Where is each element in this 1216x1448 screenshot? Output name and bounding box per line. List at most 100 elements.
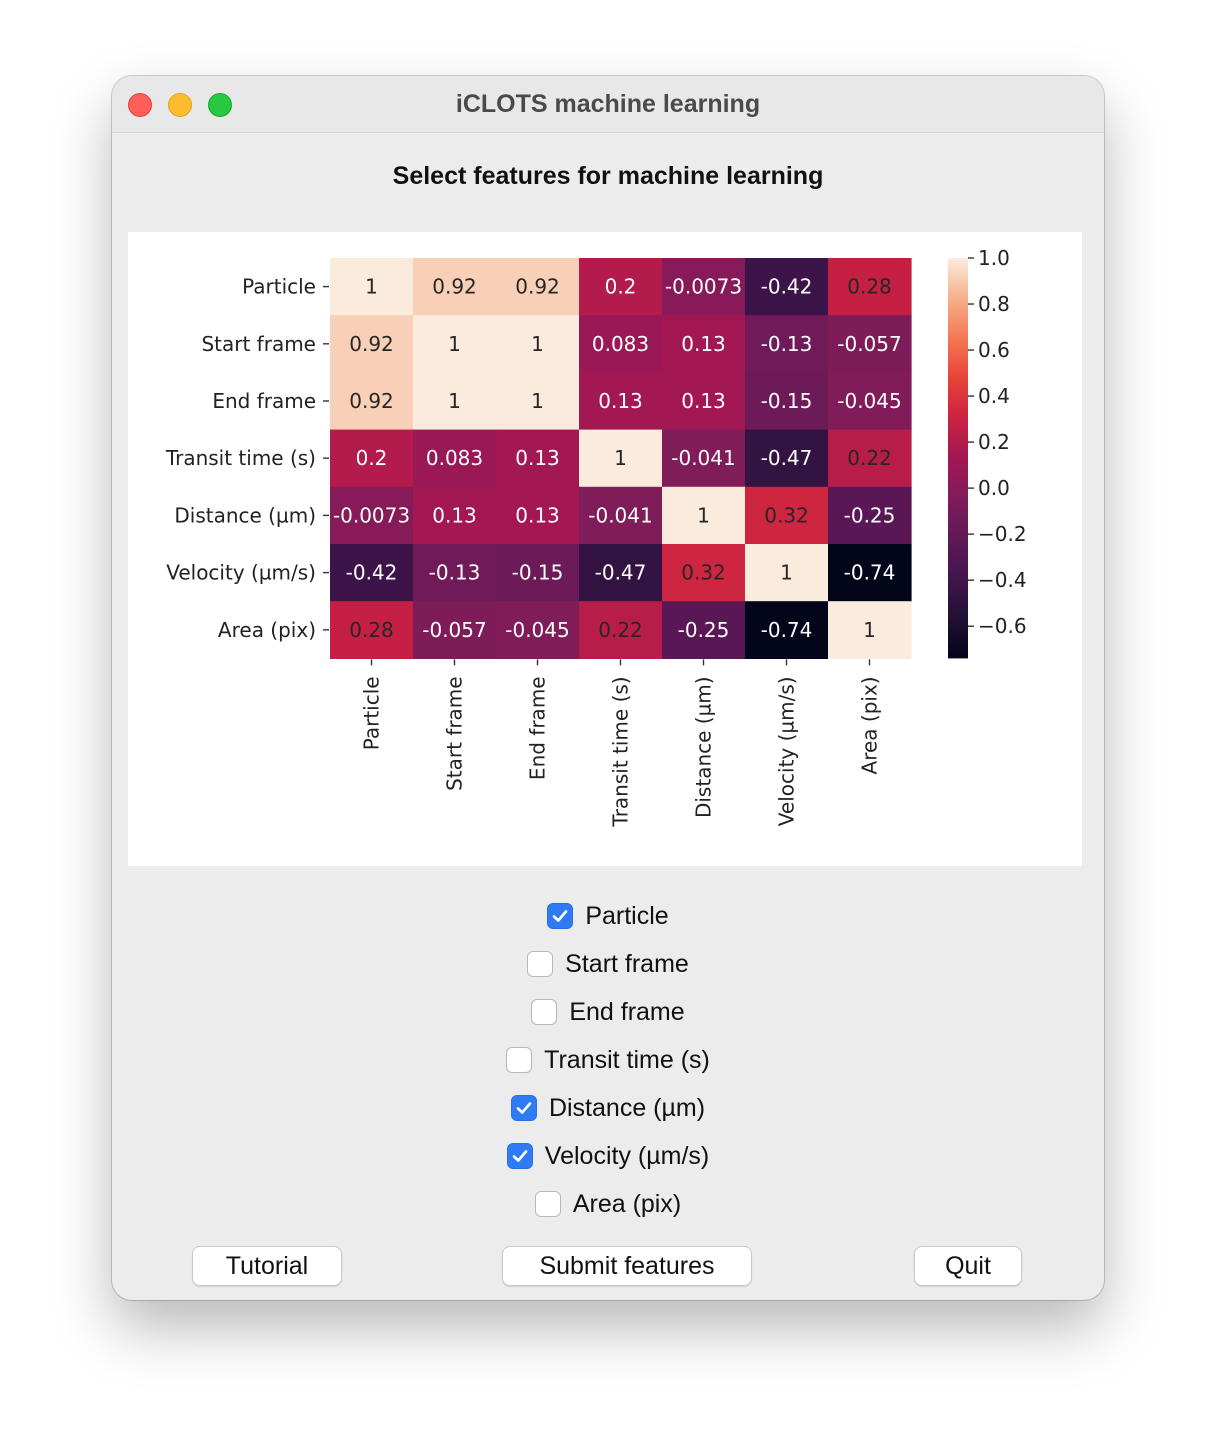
heatmap-cell [662, 544, 746, 602]
heatmap-cell-label: 0.083 [426, 446, 483, 470]
heatmap-cell-label: 0.2 [605, 275, 637, 299]
heatmap-cell-label: -0.74 [761, 618, 813, 642]
checkbox-particle[interactable] [547, 903, 574, 929]
feature-row-area[interactable]: Area (pix) [112, 1184, 1104, 1224]
heatmap-cell-label: 1 [531, 389, 544, 413]
y-tick-label-distance-m: Distance (µm) [174, 503, 316, 527]
heatmap-cell-label: 1 [531, 332, 544, 356]
heatmap-cell-label: 0.13 [432, 503, 477, 527]
page-heading: Select features for machine learning [392, 162, 824, 190]
heatmap-cell-label: 0.13 [515, 446, 560, 470]
heatmap-cell [496, 429, 580, 488]
heatmap-cell [330, 372, 414, 431]
heatmap-cell [496, 315, 580, 373]
feature-row-particle[interactable]: Particle [112, 896, 1104, 936]
heatmap-cell [330, 486, 414, 545]
heatmap-cell [745, 372, 829, 431]
x-tick-label-particle: Particle [360, 676, 384, 750]
heatmap-cell [662, 486, 746, 545]
heatmap-cell [828, 258, 912, 316]
x-tick-label-distance-m: Distance (µm) [692, 676, 716, 818]
heatmap-cell [828, 372, 912, 431]
checkbox-transit-time[interactable] [506, 1047, 533, 1073]
y-tick-label-end-frame: End frame [212, 389, 316, 413]
window-title: iCLOTS machine learning [455, 90, 761, 118]
heatmap-cell-label: -0.045 [837, 389, 901, 413]
checkbox-area[interactable] [534, 1191, 561, 1217]
checkmark-icon [516, 1102, 532, 1114]
heatmap-cell-label: 0.92 [349, 332, 394, 356]
heatmap-cell [330, 429, 414, 488]
app-window: iCLOTS machine learning Select features … [112, 76, 1104, 1300]
correlation-heatmap: 1 0.92 0.92 0.2 -0.0073 -0.42 0.28 0.92 1 1 0.083 0… [165, 246, 1027, 828]
checkbox-label-start-frame: Start frame [565, 949, 689, 978]
checkbox-distance[interactable] [510, 1095, 537, 1121]
heatmap-cell [662, 601, 746, 659]
heatmap-cell [496, 544, 580, 602]
feature-row-transit-time[interactable]: Transit time (s) [112, 1040, 1104, 1080]
heatmap-cell-label: -0.42 [346, 561, 398, 585]
heatmap-cell-label: 0.32 [681, 561, 726, 585]
heatmap-cell [662, 429, 746, 488]
heatmap-cell-label: 0.28 [349, 618, 394, 642]
y-tick-label-area-pix: Area (pix) [218, 618, 316, 642]
heatmap-cell [330, 601, 414, 659]
heatmap-cell [496, 258, 580, 316]
heatmap-cell [579, 315, 663, 373]
title-bar: iCLOTS machine learning [112, 76, 1104, 133]
x-tick-label-area-pix: Area (pix) [858, 676, 882, 774]
heatmap-cell-label: 1 [780, 561, 793, 585]
heatmap-cell [330, 315, 414, 373]
heatmap-cell [579, 372, 663, 431]
feature-row-end-frame[interactable]: End frame [112, 992, 1104, 1032]
heatmap-cell [413, 601, 497, 659]
heatmap-cell [745, 315, 829, 373]
colorbar [948, 258, 968, 659]
colorbar-tick-label: 0.8 [978, 292, 1010, 316]
heatmap-cell-label: 0.32 [764, 503, 809, 527]
colorbar-tick-label: −0.4 [978, 568, 1027, 592]
checkbox-velocity[interactable] [506, 1143, 533, 1169]
colorbar-tick-label: 0.2 [978, 430, 1010, 454]
zoom-window-button[interactable] [208, 93, 232, 117]
heatmap-cell-label: 0.92 [515, 275, 560, 299]
feature-row-start-frame[interactable]: Start frame [112, 944, 1104, 984]
heatmap-cell [579, 601, 663, 659]
feature-row-velocity[interactable]: Velocity (µm/s) [112, 1136, 1104, 1176]
heatmap-cell-label: 0.083 [592, 332, 649, 356]
heatmap-cell-label: 0.13 [681, 389, 726, 413]
checkbox-end-frame[interactable] [531, 999, 558, 1025]
heatmap-cell-label: 0.22 [598, 618, 643, 642]
heatmap-cell [828, 315, 912, 373]
submit-features-button[interactable]: Submit features [502, 1246, 752, 1286]
heatmap-cell-label: -0.25 [844, 503, 896, 527]
heatmap-cell [413, 486, 497, 545]
heatmap-cell [413, 429, 497, 488]
close-window-button[interactable] [128, 93, 152, 117]
heatmap-cell-label: 1 [614, 446, 627, 470]
heatmap-cell-label: -0.041 [671, 446, 735, 470]
checkbox-label-particle: Particle [585, 901, 669, 930]
heatmap-cell [745, 544, 829, 602]
heatmap-cell-label: -0.25 [678, 618, 730, 642]
minimize-window-button[interactable] [168, 93, 192, 117]
heatmap-cell [496, 372, 580, 431]
heatmap-cell-label: -0.15 [761, 389, 813, 413]
heatmap-cell [496, 601, 580, 659]
heatmap-cell-label: -0.47 [595, 561, 647, 585]
x-tick-label-end-frame: End frame [526, 676, 550, 780]
x-tick-label-velocity-m-s: Velocity (µm/s) [775, 676, 799, 826]
quit-button[interactable]: Quit [914, 1246, 1022, 1286]
heatmap-cell [662, 258, 746, 316]
heatmap-cell-label: -0.47 [761, 446, 813, 470]
tutorial-button[interactable]: Tutorial [192, 1246, 342, 1286]
feature-row-distance[interactable]: Distance (µm) [112, 1088, 1104, 1128]
colorbar-tick-label: 0.4 [978, 384, 1010, 408]
heatmap-cell-label: 1 [448, 332, 461, 356]
heatmap-cell [745, 429, 829, 488]
checkbox-start-frame[interactable] [527, 951, 554, 977]
heatmap-cell-label: -0.74 [844, 561, 896, 585]
heatmap-cell [662, 315, 746, 373]
heatmap-cell-label: 0.92 [432, 275, 477, 299]
colorbar-tick-label: −0.6 [978, 614, 1027, 638]
